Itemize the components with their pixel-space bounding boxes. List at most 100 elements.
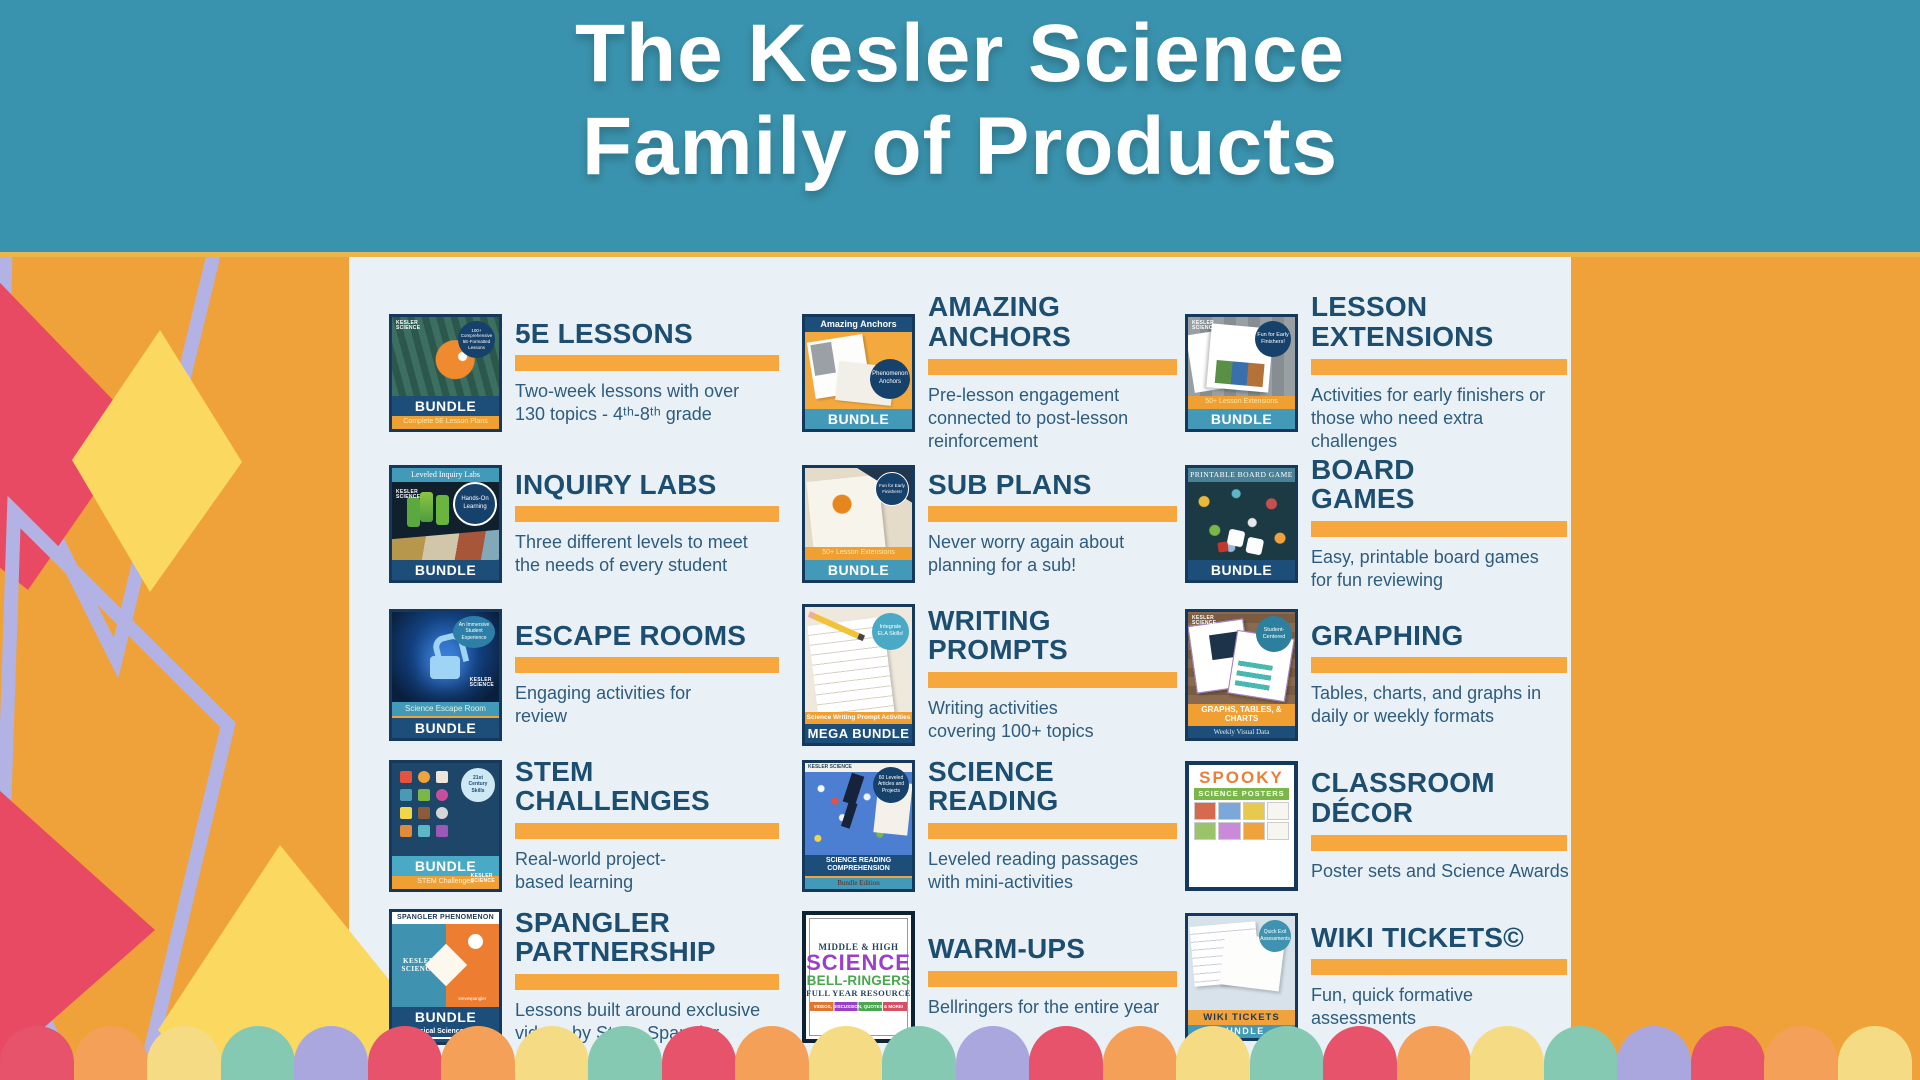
title-underline-bar xyxy=(928,823,1178,840)
product-info: ESCAPE ROOMS Engaging activities for rev… xyxy=(515,620,787,729)
product-card-stem-challenges[interactable]: KESLER SCIENCE 21st Century Skills BUNDL… xyxy=(389,750,802,901)
middle-high-label: MIDDLE & HIGH xyxy=(818,941,899,952)
scallop-arch xyxy=(882,1026,956,1080)
title-underline-bar xyxy=(1311,358,1568,375)
product-card-amazing-anchors[interactable]: Amazing Anchors Phenomenon Anchors BUNDL… xyxy=(802,292,1185,451)
21st-century-skills-badge: 21st Century Skills xyxy=(461,767,495,802)
product-info: SUB PLANS Never worry again about planni… xyxy=(928,469,1185,578)
product-card-sub-plans[interactable]: Fun for Early Finishers! 50+ Lesson Exte… xyxy=(802,448,1185,599)
footer-scallop-decoration xyxy=(0,1026,1920,1080)
product-thumbnail-stem-challenges: KESLER SCIENCE 21st Century Skills BUNDL… xyxy=(389,759,502,892)
product-thumbnail-5e-lessons: KESLER SCIENCE 100+ Comprehensive 5E-For… xyxy=(389,313,502,432)
scallop-arch xyxy=(1617,1026,1691,1080)
science-label: SCIENCE xyxy=(806,949,911,975)
title-underline-bar xyxy=(1311,657,1568,674)
thumbnail-strip: Science Writing Prompt Activities xyxy=(805,712,912,724)
full-year-resource-label: FULL YEAR RESOURCE xyxy=(806,988,911,999)
immersive-experience-badge: An Immersive Student Experience xyxy=(453,615,495,648)
title-underline-bar xyxy=(515,355,779,372)
spangler-logo-icon xyxy=(468,933,483,949)
title-underline-bar xyxy=(1311,959,1568,976)
quick-exit-assessments-badge: Quick Exit Assessments xyxy=(1259,919,1291,952)
product-description: Writing activities covering 100+ topics xyxy=(928,698,1094,742)
product-card-5e-lessons[interactable]: KESLER SCIENCE 100+ Comprehensive 5E-For… xyxy=(389,297,802,448)
product-title: BOARD GAMES xyxy=(1311,453,1415,515)
header-band: The Kesler Science Family of Products xyxy=(0,0,1920,257)
product-description: Three different levels to meet the needs… xyxy=(515,532,748,576)
thumbnail-header: Amazing Anchors xyxy=(805,316,912,332)
product-info: WARM-UPS Bellringers for the entire year xyxy=(928,934,1185,1019)
student-centered-badge: Student- Centered xyxy=(1256,615,1292,652)
product-card-wiki-tickets[interactable]: Quick Exit Assessments WIKI TICKETS BUND… xyxy=(1185,901,1575,1052)
title-underline-bar xyxy=(928,506,1178,523)
product-info: GRAPHING Tables, charts, and graphs in d… xyxy=(1311,619,1575,729)
title-underline-bar xyxy=(928,970,1178,987)
product-description: Pre-lesson engagement connected to post-… xyxy=(928,384,1129,451)
page-title-line2: Family of Products xyxy=(581,100,1339,192)
product-info: STEM CHALLENGES Real-world project- base… xyxy=(515,756,787,894)
scallop-arch xyxy=(147,1026,221,1080)
scallop-arch xyxy=(220,1026,295,1080)
product-description: Engaging activities for review xyxy=(515,683,692,727)
thumbnail-strip: 50+ Lesson Extensions xyxy=(805,547,912,560)
scallop-arch xyxy=(955,1026,1030,1080)
scallop-arch xyxy=(1396,1026,1471,1080)
product-card-escape-rooms[interactable]: KESLER SCIENCE An Immersive Student Expe… xyxy=(389,599,802,750)
red-diamond-top xyxy=(0,282,140,590)
title-underline-bar xyxy=(928,358,1178,375)
product-info: INQUIRY LABS Three different levels to m… xyxy=(515,468,787,578)
product-card-writing-prompts[interactable]: Integrate ELA Skills! Science Writing Pr… xyxy=(802,599,1185,750)
steve-spangler-label: stevespangler xyxy=(458,995,487,1001)
bundle-label: BUNDLE xyxy=(805,408,912,429)
product-description: Real-world project- based learning xyxy=(515,849,667,893)
bell-ringers-cover: MIDDLE & HIGH SCIENCE BELL-RINGERS FULL … xyxy=(806,914,911,1039)
product-description: Poster sets and Science Awards xyxy=(1311,860,1569,881)
yellow-diamond-top xyxy=(72,330,242,592)
product-card-board-games[interactable]: PRINTABLE BOARD GAME BUNDLE BOARD GAMES … xyxy=(1185,448,1575,599)
product-description: Leveled reading passages with mini-activ… xyxy=(928,849,1139,893)
thumbnail-header: PRINTABLE BOARD GAME xyxy=(1188,467,1295,482)
product-card-graphing[interactable]: KESLER SCIENCE Student- Centered GRAPHS,… xyxy=(1185,599,1575,750)
product-card-classroom-decor[interactable]: SPOOKY SCIENCE POSTERS CLASSROOM DÉCOR P… xyxy=(1185,750,1575,901)
product-title: SCIENCE READING xyxy=(928,755,1059,817)
divider-line xyxy=(400,1036,491,1039)
bundle-label: BUNDLE xyxy=(1188,408,1295,429)
product-title: GRAPHING xyxy=(1311,619,1464,651)
product-thumbnail-wiki-tickets: Quick Exit Assessments WIKI TICKETS BUND… xyxy=(1185,912,1298,1041)
title-underline-bar xyxy=(515,974,779,991)
scallop-arch xyxy=(1690,1026,1765,1080)
product-title: INQUIRY LABS xyxy=(515,468,717,500)
scallop-arch xyxy=(735,1026,809,1080)
thumbnail-substrip: Weekly Visual Data xyxy=(1188,725,1295,738)
product-card-inquiry-labs[interactable]: Leveled Inquiry Labs KESLER SCIENCE Hand… xyxy=(389,448,802,599)
phenomenon-anchors-badge: Phenomenon Anchors xyxy=(870,358,910,399)
bundle-edition-label: Bundle Edition xyxy=(805,875,912,889)
product-card-science-reading[interactable]: KESLER SCIENCE 60 Leveled Articles and P… xyxy=(802,750,1185,901)
game-board-dice-image xyxy=(1188,481,1295,560)
scallop-arch xyxy=(294,1026,368,1080)
product-card-lesson-extensions[interactable]: KESLER SCIENCE Fun for Early Finishers! … xyxy=(1185,292,1575,451)
bundle-label: BUNDLE xyxy=(392,715,499,738)
spooky-posters-cover: SPOOKY SCIENCE POSTERS xyxy=(1189,764,1294,887)
scallop-arch xyxy=(588,1026,662,1080)
product-title: LESSON EXTENSIONS xyxy=(1311,291,1494,352)
poster-grid xyxy=(1194,801,1289,840)
product-thumbnail-lesson-extensions: KESLER SCIENCE Fun for Early Finishers! … xyxy=(1185,313,1298,432)
product-card-warm-ups[interactable]: MIDDLE & HIGH SCIENCE BELL-RINGERS FULL … xyxy=(802,901,1185,1052)
title-underline-bar xyxy=(1311,834,1568,851)
product-thumbnail-warm-ups: MIDDLE & HIGH SCIENCE BELL-RINGERS FULL … xyxy=(802,910,915,1043)
product-title: SPANGLER PARTNERSHIP xyxy=(515,906,716,968)
scallop-arch xyxy=(1176,1026,1250,1080)
lavender-outline-diamond-bottom xyxy=(0,495,236,1080)
product-info: AMAZING ANCHORS Pre-lesson engagement co… xyxy=(928,292,1185,452)
scallop-arch xyxy=(441,1026,515,1080)
kesler-science-logo: KESLER SCIENCE xyxy=(1192,614,1217,626)
product-info: SPANGLER PARTNERSHIP Lessons built aroun… xyxy=(515,906,787,1045)
title-underline-bar xyxy=(928,672,1178,689)
mega-bundle-label: MEGA BUNDLE xyxy=(805,723,912,743)
thumbnail-header: SPANGLER PHENOMENON xyxy=(392,911,499,924)
scallop-arch xyxy=(73,1026,148,1080)
product-description: Two-week lessons with over 130 topics - … xyxy=(515,381,740,425)
page-title: The Kesler Science Family of Products xyxy=(0,8,1920,193)
product-title: WARM-UPS xyxy=(928,933,1086,965)
